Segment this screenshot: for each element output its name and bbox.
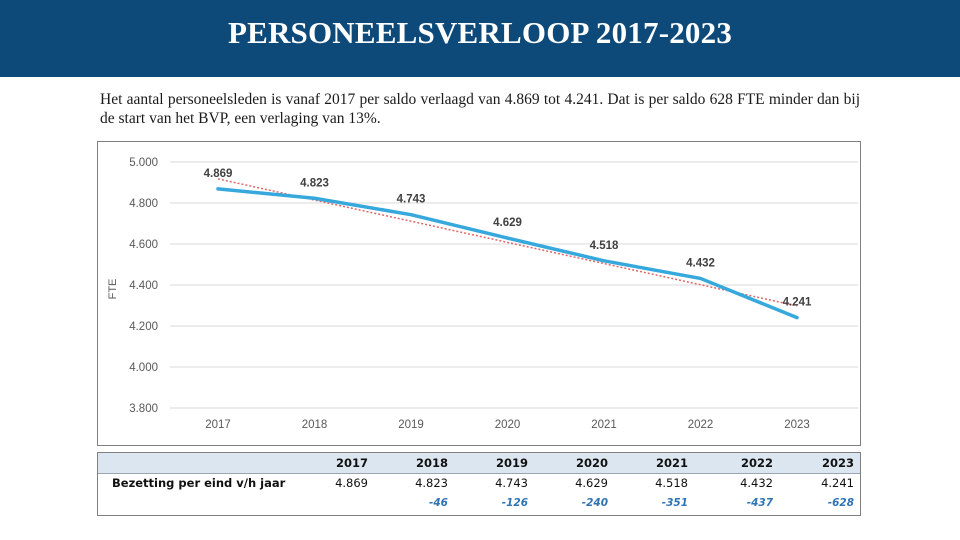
data-point — [409, 213, 413, 217]
y-tick-label: 4.600 — [129, 239, 158, 251]
series-line — [216, 187, 799, 320]
y-tick-label: 3.800 — [129, 403, 158, 415]
y-axis-label: FTE — [107, 279, 119, 300]
trendline — [217, 178, 798, 307]
table-cell-diff: -628 — [827, 497, 854, 509]
intro-text: Het aantal personeelsleden is vanaf 2017… — [100, 91, 860, 127]
table-cell-value: 4.743 — [454, 472, 534, 493]
data-table-container: 2017 2018 2019 2020 2021 2022 2023 Bezet… — [97, 452, 861, 516]
table-cell-diff: -240 — [581, 497, 608, 509]
table-cell-value: 4.432 — [694, 472, 779, 493]
y-tick-label: 5.000 — [129, 157, 158, 169]
x-tick-label: 2021 — [591, 419, 617, 431]
chart-svg: 3.800 4.000 4.200 4.400 4.600 4.800 5.000 FTE 20… — [107, 157, 858, 431]
data-point — [602, 259, 606, 263]
fte-table: 2017 2018 2019 2020 2021 2022 2023 Bezet… — [98, 453, 860, 513]
x-tick-label: 2017 — [205, 419, 231, 431]
fte-line-chart: 3.800 4.000 4.200 4.400 4.600 4.800 5.000 FTE 20… — [97, 141, 861, 446]
x-tick-label: 2018 — [302, 419, 328, 431]
table-cell-diff: -437 — [746, 497, 773, 509]
table-cell-empty — [98, 493, 310, 513]
table-cell-value: 4.518 — [614, 472, 694, 493]
table-cell-diff: -126 — [501, 497, 528, 509]
table-header-row: 2017 2018 2019 2020 2021 2022 2023 — [98, 453, 860, 473]
table-row-diff: -46 -126 -240 -351 -437 -628 — [98, 493, 860, 513]
table-row-label: Bezetting per eind v/h jaar — [98, 472, 310, 493]
data-label: 4.629 — [493, 217, 522, 229]
table-cell-diff — [310, 493, 374, 513]
y-tick-label: 4.400 — [129, 280, 158, 292]
y-tick-label: 4.000 — [129, 362, 158, 374]
table-cell-diff: -46 — [429, 497, 448, 509]
data-point — [506, 236, 509, 240]
data-label: 4.241 — [783, 297, 812, 309]
y-tick-label: 4.800 — [129, 198, 158, 210]
table-header-year: 2020 — [575, 455, 608, 470]
data-label: 4.518 — [590, 240, 619, 252]
x-tick-label: 2020 — [495, 419, 521, 431]
x-tick-label: 2019 — [398, 419, 424, 431]
table-header-empty — [98, 453, 310, 473]
data-label: 4.823 — [300, 177, 329, 189]
data-point — [795, 316, 799, 320]
table-cell-value: 4.241 — [779, 472, 860, 493]
data-label: 4.869 — [204, 168, 233, 180]
data-point — [313, 196, 316, 200]
data-point — [699, 276, 702, 280]
table-cell-value: 4.823 — [374, 472, 454, 493]
title-bar: PERSONEELSVERLOOP 2017-2023 — [0, 0, 960, 77]
x-tick-label: 2022 — [688, 419, 714, 431]
table-header-year: 2021 — [655, 455, 688, 470]
data-label: 4.432 — [686, 257, 715, 269]
table-header-year: 2019 — [495, 455, 528, 470]
table-cell-value: 4.869 — [310, 472, 374, 493]
data-label: 4.743 — [397, 194, 426, 206]
table-header-year: 2017 — [335, 455, 368, 470]
table-cell-value: 4.629 — [534, 472, 614, 493]
table-header-year: 2023 — [821, 455, 854, 470]
page-title: PERSONEELSVERLOOP 2017-2023 — [227, 14, 733, 50]
table-cell-diff: -351 — [661, 497, 688, 509]
x-tick-label: 2023 — [784, 419, 810, 431]
table-row: Bezetting per eind v/h jaar 4.869 4.823 … — [98, 472, 860, 493]
y-tick-label: 4.200 — [129, 321, 158, 333]
table-header-year: 2018 — [415, 455, 448, 470]
data-point — [216, 187, 220, 191]
table-header-year: 2022 — [740, 455, 773, 470]
